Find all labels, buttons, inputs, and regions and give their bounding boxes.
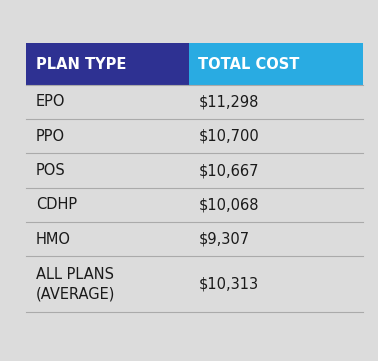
Text: ALL PLANS
(AVERAGE): ALL PLANS (AVERAGE): [36, 268, 115, 301]
Text: $10,068: $10,068: [198, 197, 259, 212]
Bar: [189, 43, 363, 85]
Text: CDHP: CDHP: [36, 197, 77, 212]
Text: $10,700: $10,700: [198, 129, 259, 144]
Text: PLAN TYPE: PLAN TYPE: [36, 57, 126, 71]
Text: POS: POS: [36, 163, 66, 178]
Text: $10,667: $10,667: [198, 163, 259, 178]
Text: $11,298: $11,298: [198, 95, 259, 109]
Text: $10,313: $10,313: [198, 277, 259, 292]
Text: PPO: PPO: [36, 129, 65, 144]
Text: EPO: EPO: [36, 95, 65, 109]
Text: TOTAL COST: TOTAL COST: [198, 57, 300, 71]
Text: HMO: HMO: [36, 232, 71, 247]
Bar: [26, 43, 189, 85]
Text: $9,307: $9,307: [198, 232, 249, 247]
